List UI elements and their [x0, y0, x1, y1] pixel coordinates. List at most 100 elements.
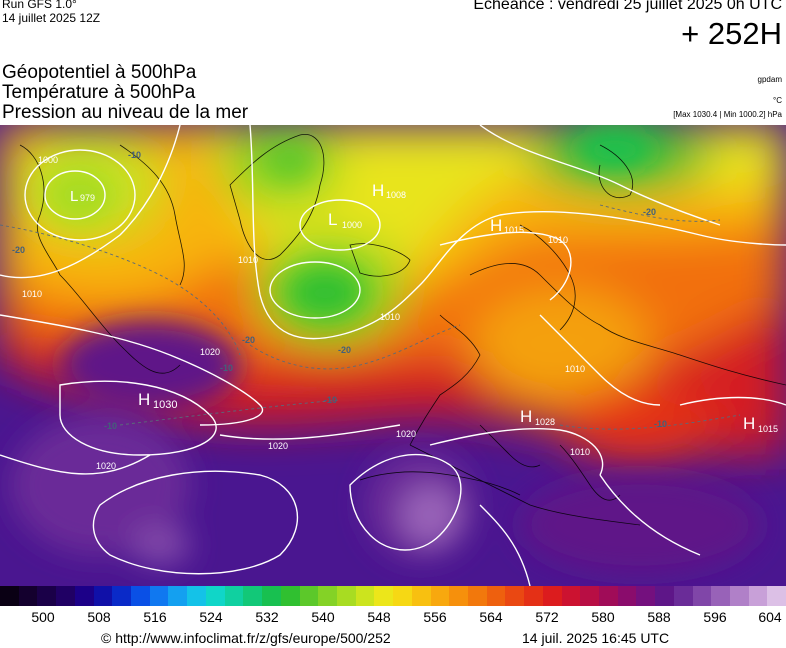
colorbar-swatch — [617, 586, 637, 606]
isobar-label: 1010 — [22, 289, 42, 299]
high-center-1030-value: 1030 — [153, 399, 177, 411]
isobar-label: 1020 — [396, 429, 416, 439]
colorbar-swatch — [37, 586, 57, 606]
colorbar-swatch — [505, 586, 525, 606]
temperature-label: -20 — [12, 245, 25, 255]
colorbar-tick: 532 — [255, 609, 279, 625]
isobar-label: 1020 — [96, 461, 116, 471]
copyright-link[interactable]: © http://www.infoclimat.fr/z/gfs/europe/… — [101, 630, 391, 646]
colorbar-swatch — [318, 586, 337, 606]
low-center-1000-letter: L — [328, 210, 337, 229]
high-center-1028-letter: H — [520, 407, 532, 426]
colorbar-tick: 548 — [367, 609, 391, 625]
colorbar-swatch — [336, 586, 356, 606]
colorbar-swatch — [355, 586, 375, 606]
colorbar-tick: 524 — [199, 609, 223, 625]
colorbar-swatch — [692, 586, 712, 606]
unit-temperature: °C — [773, 96, 782, 105]
colorbar-swatch — [561, 586, 581, 606]
colorbar-swatch — [599, 586, 618, 606]
colorbar-swatch — [580, 586, 599, 606]
colorbar-tick: 596 — [703, 609, 727, 625]
isobars — [0, 125, 786, 586]
low-center-1000-value: 1000 — [342, 220, 362, 230]
colorbar-swatch — [243, 586, 263, 606]
colorbar-swatch — [131, 586, 150, 606]
colorbar-swatch — [262, 586, 281, 606]
colorbar-swatch — [0, 586, 19, 606]
colorbar-swatch — [299, 586, 319, 606]
colorbar-tick: 604 — [758, 609, 782, 625]
colorbar-swatch — [524, 586, 543, 606]
weather-map: L 979 H 1008 L 1000 H 1015 H 1030 H 1028… — [0, 125, 786, 586]
colorbar-tick: 508 — [87, 609, 111, 625]
colorbar-tick: 588 — [647, 609, 671, 625]
colorbar-swatch — [673, 586, 693, 606]
temperature-label: -10 — [220, 363, 233, 373]
temperature-label: -20 — [242, 335, 255, 345]
colorbar-tick: 540 — [311, 609, 335, 625]
low-center-979-letter: L — [70, 188, 78, 205]
unit-pressure-range: [Max 1030.4 | Min 1000.2] hPa — [673, 110, 782, 119]
geopotential-colorbar — [0, 586, 786, 606]
high-center-1008-letter: H — [372, 181, 384, 200]
colorbar-swatch — [730, 586, 749, 606]
isobar-labels: 1000 1010 1010 1010 1010 1010 1020 1020 … — [22, 155, 590, 471]
colorbar-tick: 580 — [591, 609, 615, 625]
colorbar-tick: 500 — [31, 609, 55, 625]
temperature-isotherms — [0, 204, 741, 430]
colorbar-swatch — [449, 586, 468, 606]
colorbar-tick: 516 — [143, 609, 167, 625]
high-center-1015-east-letter: H — [743, 414, 755, 433]
forecast-valid-time: Echéance : vendredi 25 juillet 2025 0h U… — [473, 0, 782, 13]
colorbar-swatch — [374, 586, 394, 606]
colorbar-swatch — [411, 586, 431, 606]
high-center-1015-west-value: 1015 — [504, 225, 524, 235]
layer-title-temperature: Température à 500hPa — [2, 82, 196, 103]
colorbar-swatch — [18, 586, 38, 606]
isobar-label: 1010 — [565, 364, 585, 374]
colorbar-swatch — [168, 586, 188, 606]
high-center-1008-value: 1008 — [386, 190, 406, 200]
colorbar-swatch — [393, 586, 412, 606]
colorbar-swatch — [205, 586, 225, 606]
generation-timestamp: 14 juil. 2025 16:45 UTC — [522, 630, 670, 646]
colorbar-swatch — [486, 586, 506, 606]
colorbar-swatch — [74, 586, 94, 606]
unit-geopotential: gpdam — [757, 75, 782, 84]
colorbar-tick: 564 — [479, 609, 503, 625]
colorbar-swatch — [655, 586, 674, 606]
coastlines — [19, 134, 786, 526]
temperature-label: -10 — [654, 419, 667, 429]
high-center-1028-value: 1028 — [535, 417, 555, 427]
isobar-label: 1000 — [38, 155, 58, 165]
run-label: Run GFS 1.0° — [2, 0, 77, 11]
temperature-labels: -10 -10 -20 -20 -20 -10 -10 -10 -20 — [12, 150, 667, 431]
colorbar-tick: 556 — [423, 609, 447, 625]
high-center-1015-west-letter: H — [490, 216, 502, 235]
colorbar-swatch — [467, 586, 487, 606]
temperature-label: -20 — [338, 345, 351, 355]
colorbar-swatch — [430, 586, 450, 606]
colorbar-swatch — [224, 586, 244, 606]
colorbar-swatch — [56, 586, 75, 606]
run-date: 14 juillet 2025 12Z — [2, 11, 101, 25]
colorbar-swatch — [112, 586, 132, 606]
colorbar-swatch — [542, 586, 562, 606]
layer-title-pressure: Pression au niveau de la mer — [2, 102, 249, 123]
temperature-label: -10 — [104, 421, 117, 431]
temperature-label: -10 — [128, 150, 141, 160]
geopotential-field — [0, 125, 786, 586]
colorbar-swatch — [636, 586, 656, 606]
high-center-1015-east-value: 1015 — [758, 424, 778, 434]
forecast-horizon: + 252H — [681, 16, 782, 51]
high-center-1030-letter: H — [138, 390, 150, 409]
isobar-label: 1010 — [570, 447, 590, 457]
layer-title-geopotential: Géopotentiel à 500hPa — [2, 62, 197, 83]
isobar-label: 1010 — [380, 312, 400, 322]
temperature-label: -10 — [324, 395, 337, 405]
pressure-center-labels: L 979 H 1008 L 1000 H 1015 H 1030 H 1028… — [70, 181, 778, 434]
isobar-label: 1020 — [268, 441, 288, 451]
colorbar-swatch — [280, 586, 300, 606]
colorbar-swatch — [149, 586, 169, 606]
